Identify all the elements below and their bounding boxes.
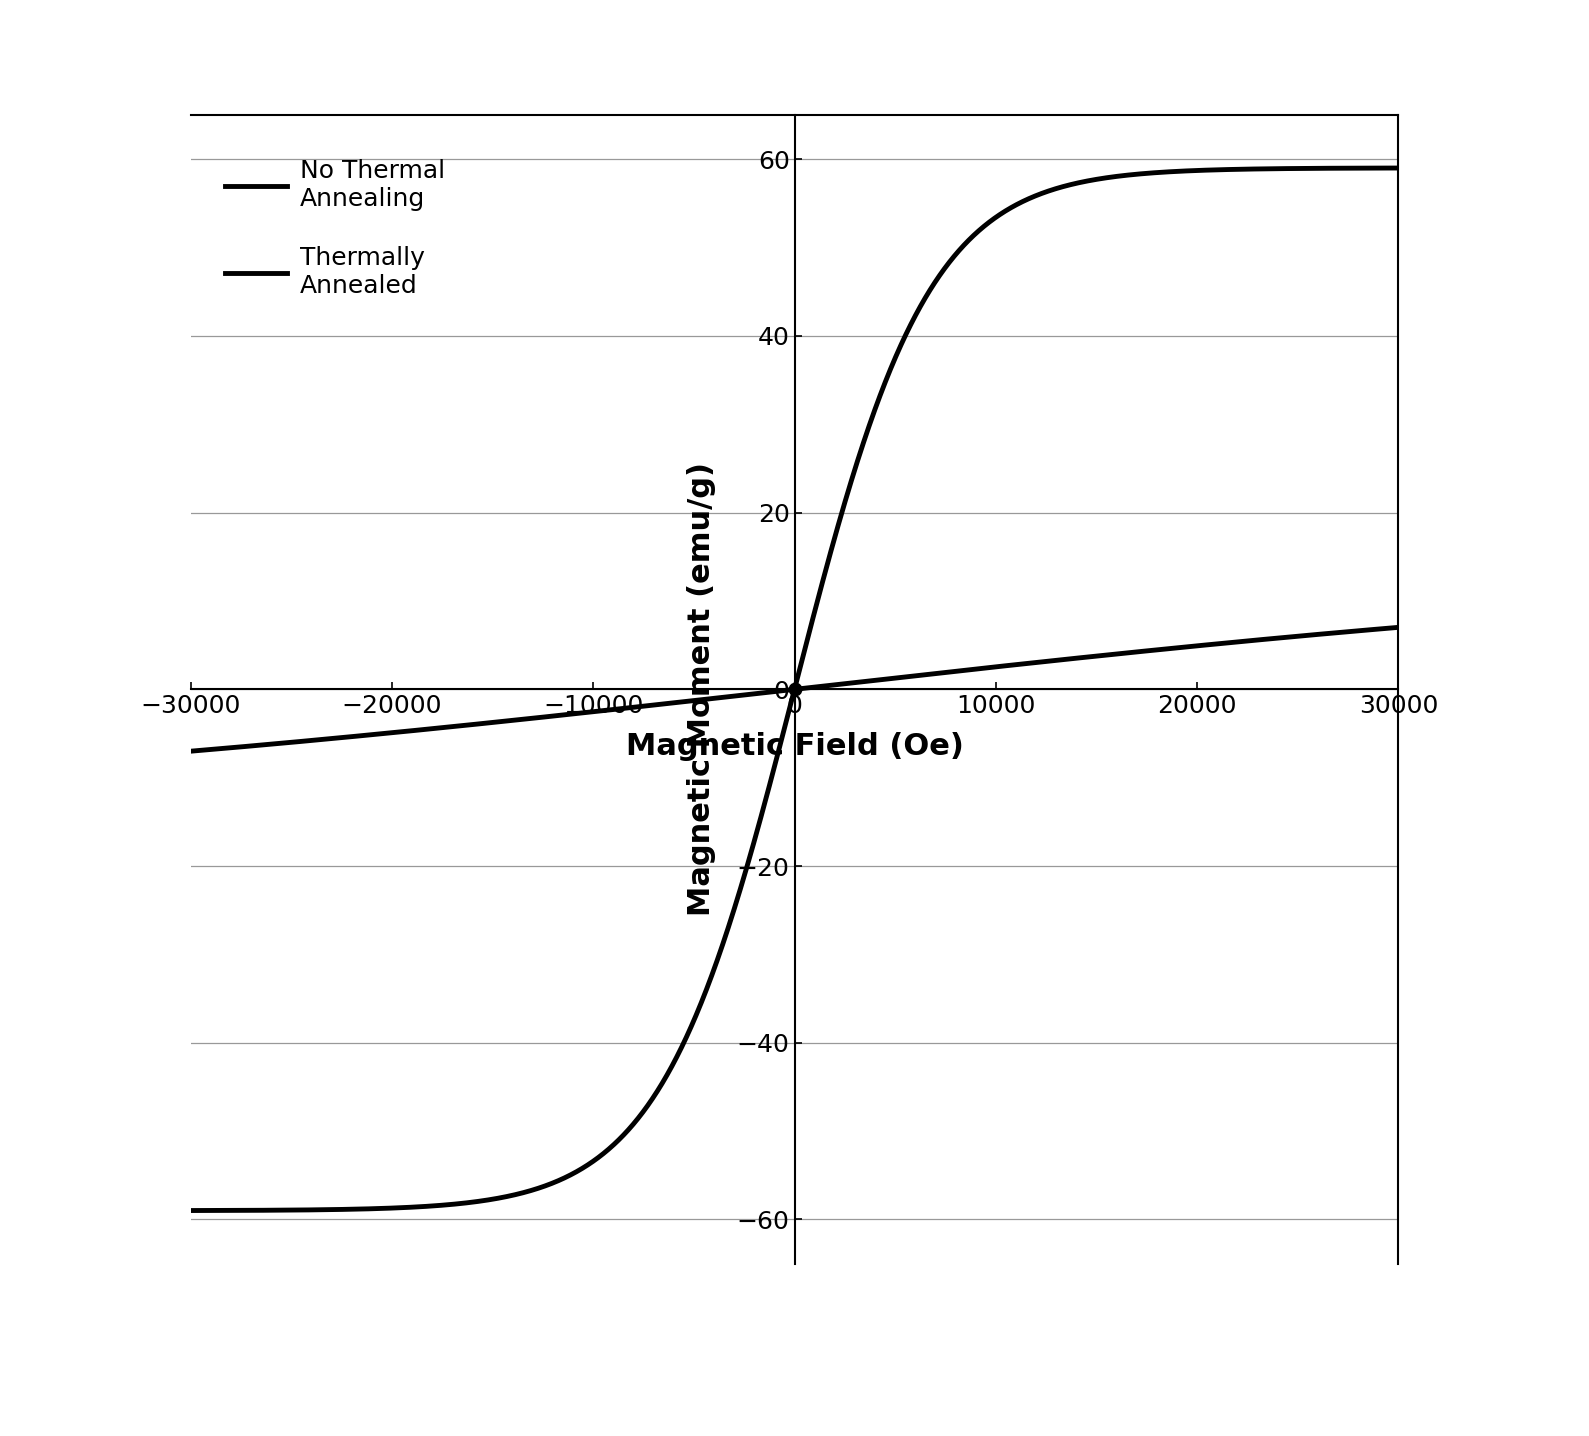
No Thermal
Annealing xyxy=(644,1088,663,1106)
Line: Thermally
Annealed: Thermally Annealed xyxy=(191,628,1398,751)
Thermally
Annealed xyxy=(644,696,663,714)
X-axis label: Magnetic Field (Oe): Magnetic Field (Oe) xyxy=(626,732,963,761)
Y-axis label: Magnetic Moment (emu/g): Magnetic Moment (emu/g) xyxy=(686,462,717,916)
Thermally
Annealed xyxy=(1365,620,1384,638)
No Thermal
Annealing xyxy=(1389,159,1408,177)
No Thermal
Annealing xyxy=(181,1202,200,1219)
Thermally
Annealed xyxy=(1389,619,1408,636)
No Thermal
Annealing xyxy=(391,1199,410,1216)
No Thermal
Annealing xyxy=(319,1200,338,1218)
Thermally
Annealed xyxy=(319,731,338,748)
Thermally
Annealed xyxy=(391,724,410,741)
Line: No Thermal
Annealing: No Thermal Annealing xyxy=(191,168,1398,1211)
Thermally
Annealed xyxy=(1235,633,1254,651)
No Thermal
Annealing xyxy=(1235,161,1254,178)
Thermally
Annealed xyxy=(181,742,200,760)
No Thermal
Annealing xyxy=(1365,159,1384,177)
Thermally
Annealed xyxy=(696,691,715,708)
No Thermal
Annealing xyxy=(696,982,715,999)
Legend: No Thermal
Annealing, Thermally
Annealed: No Thermal Annealing, Thermally Annealed xyxy=(215,149,454,307)
